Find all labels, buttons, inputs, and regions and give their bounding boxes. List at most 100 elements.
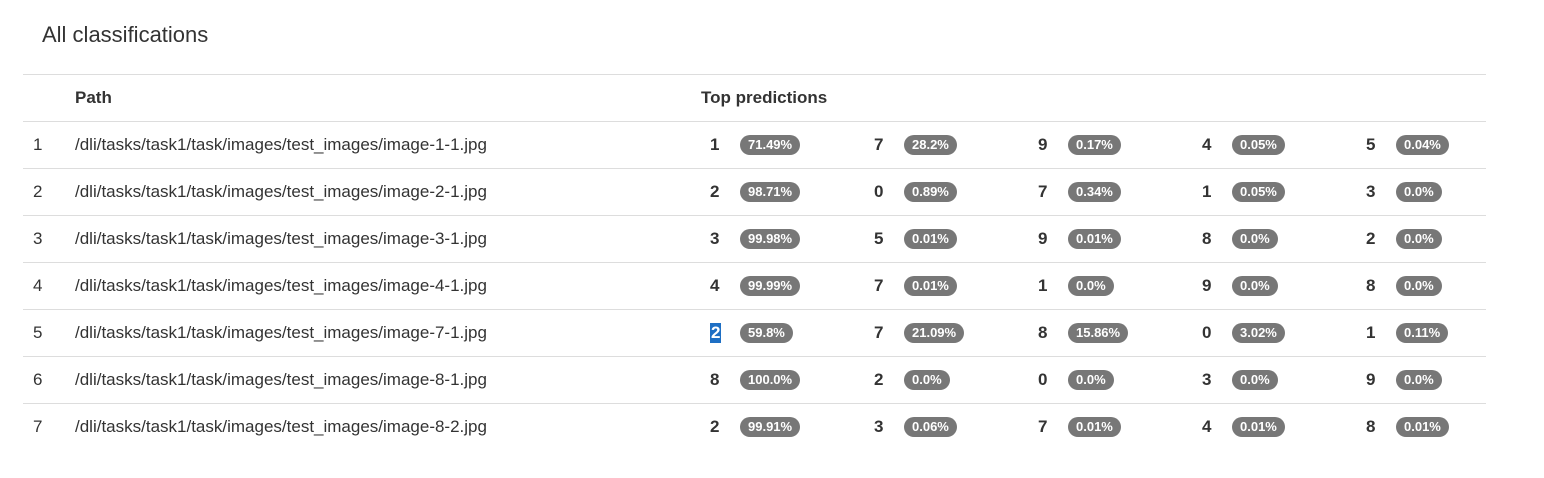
table-row: 4/dli/tasks/task1/task/images/test_image… xyxy=(23,262,1486,310)
probability-badge: 0.01% xyxy=(904,276,957,296)
prediction-item: 0 0.89% xyxy=(864,180,1028,204)
probability-badge: 0.0% xyxy=(1232,276,1278,296)
prediction-item: 5 0.01% xyxy=(864,227,1028,251)
prediction-item: 8 0.0% xyxy=(1192,227,1356,251)
prediction-item: 9 0.0% xyxy=(1192,274,1356,298)
top-predictions: 1 71.49% 7 28.2% 9 0.17% 4 0.05% 5 0.04% xyxy=(700,121,1486,169)
prediction-item: 2 99.91% xyxy=(700,415,864,439)
prediction-label: 1 xyxy=(1202,182,1212,201)
prediction-item: 3 99.98% xyxy=(700,227,864,251)
image-path: /dli/tasks/task1/task/images/test_images… xyxy=(75,262,700,310)
row-index: 6 xyxy=(23,356,75,404)
top-predictions: 8 100.0% 2 0.0% 0 0.0% 3 0.0% 9 0.0% xyxy=(700,356,1486,404)
prediction-item: 3 0.0% xyxy=(1356,180,1520,204)
top-predictions: 2 98.71% 0 0.89% 7 0.34% 1 0.05% 3 0.0% xyxy=(700,168,1486,216)
prediction-label: 0 xyxy=(1202,323,1212,342)
probability-badge: 0.01% xyxy=(1068,229,1121,249)
prediction-item: 2 98.71% xyxy=(700,180,864,204)
prediction-item: 1 0.05% xyxy=(1192,180,1356,204)
probability-badge: 100.0% xyxy=(740,370,801,390)
prediction-item: 7 28.2% xyxy=(864,133,1028,157)
probability-badge: 0.0% xyxy=(1396,370,1442,390)
prediction-label: 8 xyxy=(710,370,720,389)
probability-badge: 0.01% xyxy=(1068,417,1121,437)
probability-badge: 0.11% xyxy=(1396,323,1449,343)
prediction-label: 5 xyxy=(1366,135,1376,154)
prediction-item: 8 0.0% xyxy=(1356,274,1520,298)
probability-badge: 71.49% xyxy=(740,135,801,155)
prediction-item: 8 0.01% xyxy=(1356,415,1520,439)
prediction-item: 7 0.34% xyxy=(1028,180,1192,204)
prediction-label: 9 xyxy=(1038,135,1048,154)
prediction-item: 0 3.02% xyxy=(1192,321,1356,345)
top-predictions: 4 99.99% 7 0.01% 1 0.0% 9 0.0% 8 0.0% xyxy=(700,262,1486,310)
table-row: 3/dli/tasks/task1/task/images/test_image… xyxy=(23,215,1486,263)
prediction-item: 1 0.11% xyxy=(1356,321,1520,345)
page-title: All classifications xyxy=(42,22,209,47)
image-path: /dli/tasks/task1/task/images/test_images… xyxy=(75,403,700,450)
top-predictions-column-header: Top predictions xyxy=(700,74,1486,122)
prediction-item: 7 0.01% xyxy=(864,274,1028,298)
row-index: 5 xyxy=(23,309,75,357)
table-row: 2/dli/tasks/task1/task/images/test_image… xyxy=(23,168,1486,216)
prediction-label: 8 xyxy=(1366,417,1376,436)
prediction-item: 2 0.0% xyxy=(1356,227,1520,251)
probability-badge: 0.0% xyxy=(1396,229,1442,249)
prediction-item: 1 71.49% xyxy=(700,133,864,157)
prediction-label: 0 xyxy=(1038,370,1048,389)
prediction-item: 4 0.01% xyxy=(1192,415,1356,439)
prediction-item: 2 59.8% xyxy=(700,321,864,345)
probability-badge: 21.09% xyxy=(904,323,965,343)
prediction-item: 7 21.09% xyxy=(864,321,1028,345)
probability-badge: 0.06% xyxy=(904,417,957,437)
index-column-header xyxy=(23,74,75,122)
prediction-label: 2 xyxy=(1366,229,1376,248)
prediction-label: 4 xyxy=(1202,135,1212,154)
prediction-label: 7 xyxy=(874,135,884,154)
table-row: 1/dli/tasks/task1/task/images/test_image… xyxy=(23,121,1486,169)
prediction-label: 5 xyxy=(874,229,884,248)
probability-badge: 0.01% xyxy=(904,229,957,249)
row-index: 3 xyxy=(23,215,75,263)
probability-badge: 0.0% xyxy=(1396,182,1442,202)
prediction-label: 9 xyxy=(1038,229,1048,248)
prediction-item: 8 15.86% xyxy=(1028,321,1192,345)
prediction-item: 7 0.01% xyxy=(1028,415,1192,439)
probability-badge: 0.05% xyxy=(1232,182,1285,202)
prediction-label: 4 xyxy=(1202,417,1212,436)
prediction-item: 3 0.06% xyxy=(864,415,1028,439)
probability-badge: 0.01% xyxy=(1232,417,1285,437)
prediction-item: 1 0.0% xyxy=(1028,274,1192,298)
prediction-label: 7 xyxy=(874,323,884,342)
prediction-label: 3 xyxy=(1202,370,1212,389)
prediction-label: 9 xyxy=(1202,276,1212,295)
probability-badge: 98.71% xyxy=(740,182,801,202)
top-predictions: 2 59.8% 7 21.09% 8 15.86% 0 3.02% 1 0.11% xyxy=(700,309,1486,357)
prediction-item: 4 99.99% xyxy=(700,274,864,298)
prediction-item: 9 0.17% xyxy=(1028,133,1192,157)
probability-badge: 59.8% xyxy=(740,323,793,343)
table-row: 6/dli/tasks/task1/task/images/test_image… xyxy=(23,356,1486,404)
prediction-label: 8 xyxy=(1038,323,1048,342)
prediction-item: 0 0.0% xyxy=(1028,368,1192,392)
prediction-label: 0 xyxy=(874,182,884,201)
probability-badge: 0.0% xyxy=(1068,370,1114,390)
image-path: /dli/tasks/task1/task/images/test_images… xyxy=(75,121,700,169)
probability-badge: 99.91% xyxy=(740,417,801,437)
probability-badge: 0.0% xyxy=(1068,276,1114,296)
image-path: /dli/tasks/task1/task/images/test_images… xyxy=(75,309,700,357)
probability-badge: 0.0% xyxy=(904,370,950,390)
probability-badge: 0.17% xyxy=(1068,135,1121,155)
top-predictions: 2 99.91% 3 0.06% 7 0.01% 4 0.01% 8 0.01% xyxy=(700,403,1486,450)
probability-badge: 3.02% xyxy=(1232,323,1285,343)
probability-badge: 28.2% xyxy=(904,135,957,155)
image-path: /dli/tasks/task1/task/images/test_images… xyxy=(75,356,700,404)
probability-badge: 0.34% xyxy=(1068,182,1121,202)
image-path: /dli/tasks/task1/task/images/test_images… xyxy=(75,215,700,263)
prediction-label: 2 xyxy=(710,182,720,201)
image-path: /dli/tasks/task1/task/images/test_images… xyxy=(75,168,700,216)
prediction-label: 4 xyxy=(710,276,720,295)
prediction-label: 3 xyxy=(1366,182,1376,201)
prediction-label: 1 xyxy=(1366,323,1376,342)
probability-badge: 15.86% xyxy=(1068,323,1129,343)
